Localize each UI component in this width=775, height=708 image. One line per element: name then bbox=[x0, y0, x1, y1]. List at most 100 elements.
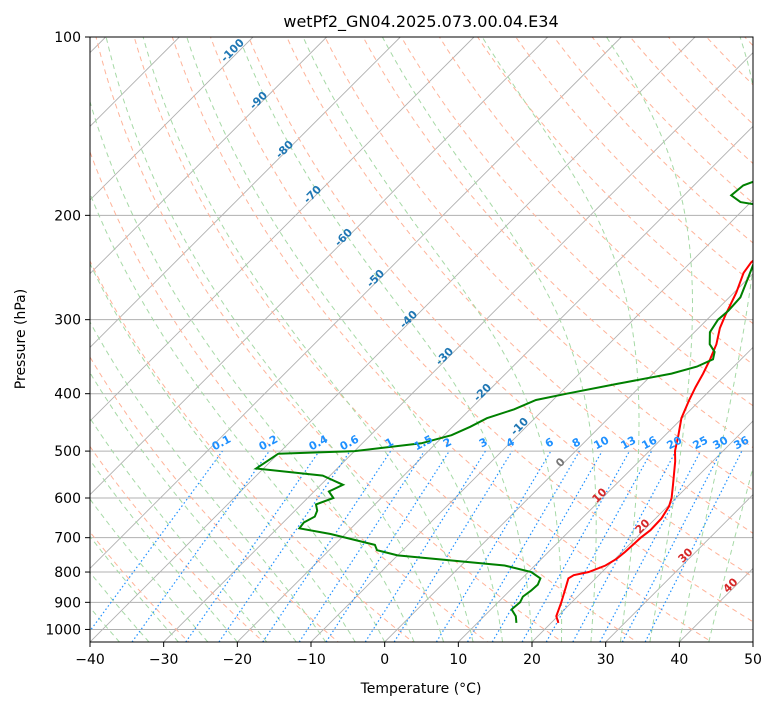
mixing-ratio-label: 13 bbox=[619, 434, 639, 453]
y-axis-label: Pressure (hPa) bbox=[13, 289, 29, 389]
y-tick-label: 700 bbox=[54, 531, 81, 547]
mixing-ratio-line bbox=[491, 450, 603, 642]
dry-adiabat-line bbox=[667, 37, 753, 125]
isotherm-line bbox=[163, 52, 753, 642]
dry-adiabat-label: -20 bbox=[471, 381, 494, 404]
isotherm-line bbox=[90, 37, 327, 275]
mixing-ratio-label: 0.1 bbox=[210, 433, 233, 454]
y-tick-label: 1000 bbox=[45, 622, 81, 638]
dry-adiabat-line bbox=[400, 37, 753, 407]
moist-adiabat-line bbox=[90, 459, 238, 642]
dry-adiabat-line bbox=[477, 37, 753, 325]
mixing-ratio-line bbox=[218, 450, 351, 642]
mixing-ratio-label: 6 bbox=[543, 435, 556, 450]
dewpoint-profile-line bbox=[253, 180, 753, 623]
dry-adiabat-line bbox=[171, 37, 713, 642]
mixing-ratio-line bbox=[393, 450, 513, 642]
mixing-ratio-label: 25 bbox=[691, 434, 711, 453]
x-tick-label: 40 bbox=[670, 652, 688, 668]
mixing-ratio-label: 1.5 bbox=[412, 433, 435, 454]
temperature-profile-line bbox=[555, 259, 753, 624]
mixing-ratio-label: 0.2 bbox=[257, 433, 280, 454]
mixing-ratio-line bbox=[644, 450, 743, 642]
y-axis-ticks: 100 200 300 400 500 600 700 800 900 1000 bbox=[45, 30, 90, 638]
x-tick-label: −30 bbox=[149, 652, 179, 668]
mixing-ratio-line bbox=[325, 450, 450, 642]
mixing-ratio-line bbox=[545, 450, 653, 642]
mixing-ratio-line bbox=[185, 450, 320, 642]
dry-adiabat-line bbox=[90, 356, 340, 642]
x-axis-label: Temperature (°C) bbox=[360, 681, 482, 697]
moist-adiabat-line bbox=[90, 99, 415, 642]
dry-adiabat-line bbox=[705, 37, 753, 86]
isotherm-line bbox=[531, 420, 753, 642]
dry-adiabat-label: -60 bbox=[332, 226, 355, 249]
isotherm-line bbox=[384, 273, 753, 642]
isotherm-line bbox=[90, 37, 622, 569]
moist-adiabat-line bbox=[142, 37, 474, 642]
plot-frame bbox=[89, 36, 754, 643]
moist-adiabat-label: 20 bbox=[633, 516, 653, 536]
mixing-ratio-label: 3 bbox=[477, 435, 490, 450]
dry-adiabat-label: -90 bbox=[247, 89, 270, 112]
x-tick-label: 10 bbox=[449, 652, 467, 668]
moist-adiabat-line bbox=[90, 371, 297, 642]
dry-adiabat-label: -10 bbox=[508, 415, 531, 438]
isotherm-line bbox=[605, 494, 753, 642]
x-tick-label: −10 bbox=[296, 652, 326, 668]
isotherm-line bbox=[90, 37, 254, 201]
mixing-ratio-label: 20 bbox=[665, 433, 685, 452]
profile-lines bbox=[253, 180, 753, 624]
dry-adiabat-line bbox=[95, 37, 564, 642]
dry-adiabat-line bbox=[133, 37, 638, 642]
dry-adiabat-line bbox=[770, 24, 775, 645]
x-tick-label: 20 bbox=[523, 652, 541, 668]
dry-adiabat-line bbox=[744, 37, 753, 47]
isotherm-line bbox=[752, 641, 753, 642]
moist-adiabat-line bbox=[238, 37, 533, 642]
moist-adiabat-line bbox=[105, 37, 445, 642]
dry-adiabat-label: -30 bbox=[433, 345, 456, 368]
dry-adiabat-line bbox=[90, 445, 265, 642]
isotherm-line bbox=[237, 125, 753, 642]
y-tick-label: 800 bbox=[54, 565, 81, 581]
y-tick-label: 500 bbox=[54, 444, 81, 460]
x-tick-label: 50 bbox=[744, 652, 762, 668]
dry-adiabat-label: -50 bbox=[364, 267, 387, 290]
dry-adiabat-label: -80 bbox=[273, 138, 296, 161]
mixing-ratio-line bbox=[521, 450, 631, 642]
moist-adiabat-line bbox=[302, 37, 563, 642]
isotherm-line bbox=[90, 37, 475, 422]
mixing-ratio-label: 36 bbox=[732, 433, 752, 452]
moist-adiabat-label: 40 bbox=[721, 575, 741, 595]
chart-title: wetPf2_GN04.2025.073.00.04.E34 bbox=[283, 12, 558, 32]
dry-adiabat-label: -100 bbox=[218, 36, 247, 65]
mixing-ratio-line bbox=[435, 450, 552, 642]
y-tick-label: 200 bbox=[54, 208, 81, 224]
dry-adiabat-line bbox=[324, 37, 753, 491]
dry-adiabat-line bbox=[209, 37, 753, 623]
moist-adiabat-line bbox=[90, 417, 268, 642]
isotherm-line bbox=[90, 37, 401, 348]
x-tick-label: −40 bbox=[75, 652, 105, 668]
isotherm-line bbox=[458, 346, 753, 642]
x-tick-label: 0 bbox=[380, 652, 389, 668]
moist-adiabat-label: 0 bbox=[553, 455, 568, 470]
mixing-ratio-line bbox=[262, 450, 392, 642]
moist-adiabat-label: 10 bbox=[590, 485, 610, 505]
mixing-ratio-label: 10 bbox=[592, 433, 612, 452]
moist-adiabat-line bbox=[186, 37, 503, 642]
dry-adiabat-line bbox=[248, 37, 753, 578]
moist-adiabat-line bbox=[90, 498, 209, 642]
dry-adiabat-label: -40 bbox=[397, 308, 420, 331]
mixing-ratio-line bbox=[364, 450, 486, 642]
dry-adiabat-label: -70 bbox=[301, 183, 324, 206]
moist-adiabat-line bbox=[606, 37, 693, 642]
mixing-ratio-line bbox=[466, 450, 580, 642]
mixing-ratio-label: 0.4 bbox=[307, 432, 331, 453]
isotherm-line bbox=[679, 567, 753, 642]
dry-adiabat-line bbox=[90, 259, 414, 642]
y-tick-label: 900 bbox=[54, 595, 81, 611]
mixing-ratio-label: 16 bbox=[640, 433, 660, 452]
